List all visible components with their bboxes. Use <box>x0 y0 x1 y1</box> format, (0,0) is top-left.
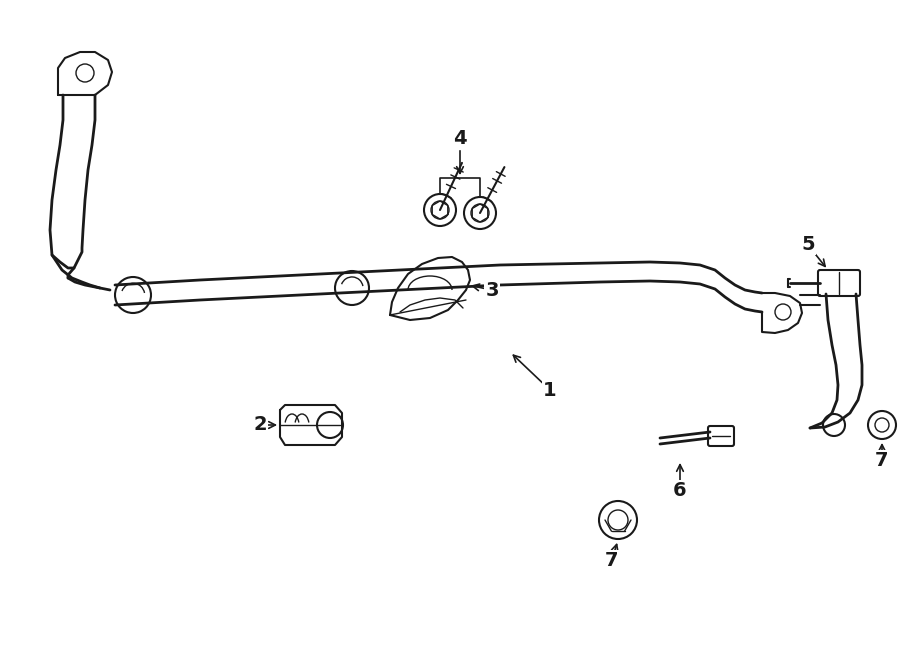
Text: 5: 5 <box>801 235 814 254</box>
Text: 4: 4 <box>454 128 467 147</box>
Text: 3: 3 <box>485 280 499 299</box>
Text: 6: 6 <box>673 481 687 500</box>
Text: 1: 1 <box>544 381 557 399</box>
Text: 7: 7 <box>605 551 619 570</box>
Text: 2: 2 <box>253 416 266 434</box>
Text: 7: 7 <box>875 451 889 469</box>
